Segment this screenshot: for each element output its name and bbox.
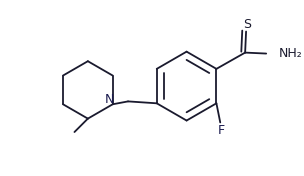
Text: N: N [105,93,115,106]
Text: NH₂: NH₂ [278,47,302,60]
Text: F: F [218,124,225,137]
Text: S: S [243,18,251,31]
